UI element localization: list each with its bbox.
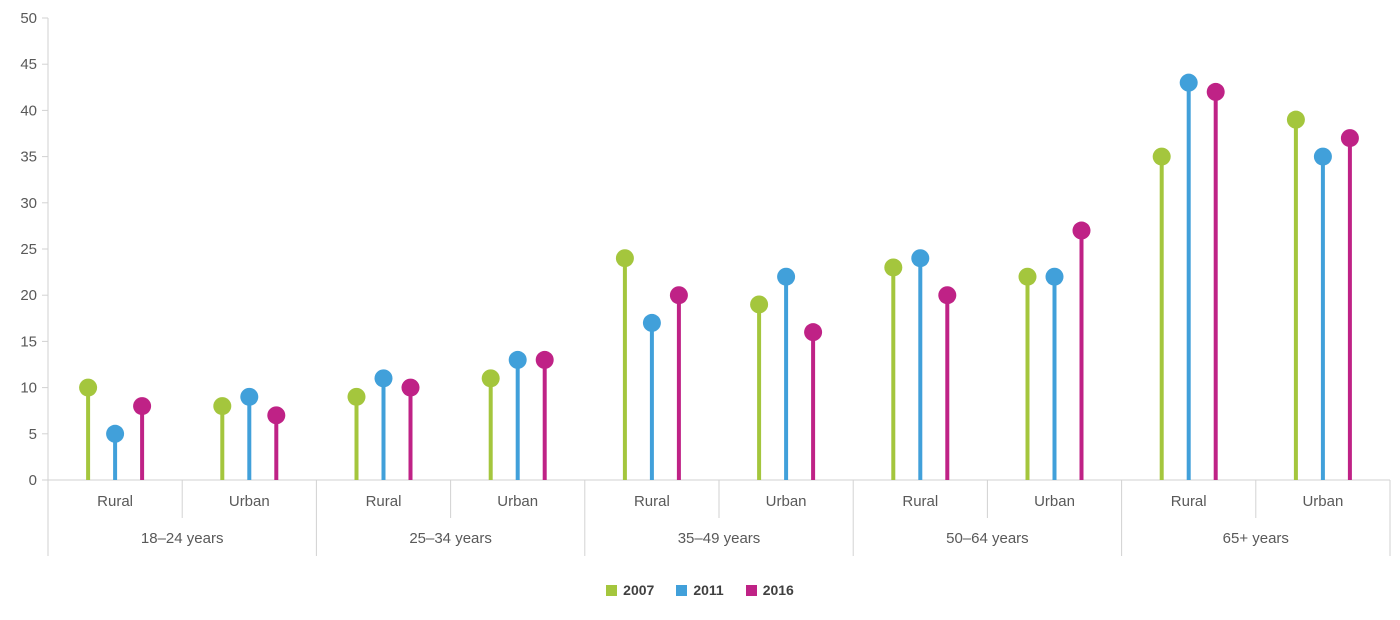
legend-item-2016: 2016 (745, 582, 794, 598)
lollipop-marker-2011 (1045, 267, 1064, 286)
lollipop-marker-2016 (938, 286, 957, 305)
group-label: 35–49 years (678, 530, 761, 547)
lollipop-marker-2016 (804, 323, 823, 342)
y-axis-tick-label: 5 (29, 426, 37, 443)
lollipop-marker-2016 (267, 406, 286, 425)
lollipop-marker-2007 (1286, 110, 1305, 129)
y-axis-tick-label: 10 (20, 380, 37, 397)
lollipop-marker-2007 (213, 397, 232, 416)
lollipop-marker-2011 (911, 249, 930, 268)
lollipop-marker-2016 (669, 286, 688, 305)
lollipop-marker-2007 (1152, 147, 1171, 166)
lollipop-marker-2007 (79, 378, 98, 397)
subgroup-label: Urban (766, 493, 807, 510)
lollipop-marker-2007 (750, 295, 769, 314)
legend-swatch-2016 (745, 584, 757, 596)
y-axis-tick-label: 25 (20, 241, 37, 258)
lollipop-marker-2016 (401, 378, 420, 397)
lollipop-marker-2007 (1018, 267, 1037, 286)
subgroup-label: Urban (497, 493, 538, 510)
lollipop-marker-2016 (1206, 82, 1225, 101)
subgroup-label: Rural (97, 493, 133, 510)
lollipop-marker-2016 (133, 397, 152, 416)
group-label: 65+ years (1223, 530, 1289, 547)
group-label: 25–34 years (409, 530, 492, 547)
lollipop-marker-2007 (347, 387, 366, 406)
lollipop-marker-2011 (642, 313, 661, 332)
lollipop-marker-2016 (535, 350, 554, 369)
legend-item-2011: 2011 (676, 582, 724, 598)
legend-item-2007: 2007 (606, 582, 654, 598)
y-axis-tick-label: 50 (20, 10, 37, 27)
subgroup-label: Rural (366, 493, 402, 510)
y-axis-tick-label: 0 (29, 472, 37, 489)
chart-canvas: 0 5 10 15 20 25 30 35 40 45 50 Rural Urban 18–24 year… (20, 10, 1391, 556)
lollipop-marker-2016 (1340, 129, 1359, 148)
subgroup-label: Urban (1302, 493, 1343, 510)
lollipop-marker-2007 (615, 249, 634, 268)
lollipop-marker-2011 (240, 387, 259, 406)
lollipop-marker-2011 (1313, 147, 1332, 166)
lollipop-marker-2011 (508, 350, 527, 369)
legend-label: 2011 (693, 582, 724, 598)
subgroup-label: Rural (902, 493, 938, 510)
lollipop-marker-2011 (374, 369, 393, 388)
y-axis-tick-label: 20 (20, 287, 37, 304)
subgroup-label: Urban (1034, 493, 1075, 510)
lollipop-marker-2016 (1072, 221, 1091, 240)
legend-label: 2007 (623, 582, 655, 598)
subgroup-label: Rural (634, 493, 670, 510)
subgroup-label: Urban (229, 493, 270, 510)
lollipop-marker-2007 (481, 369, 500, 388)
legend-swatch-2011 (676, 584, 688, 596)
lollipop-marker-2011 (1179, 73, 1198, 92)
lollipop-marker-2011 (106, 424, 125, 443)
legend: 2007 2011 2016 (0, 580, 1400, 600)
group-label: 50–64 years (946, 530, 1029, 547)
legend-swatch-2007 (606, 584, 618, 596)
y-axis-tick-label: 35 (20, 149, 37, 166)
y-axis-tick-label: 45 (20, 56, 37, 73)
lollipop-marker-2011 (777, 267, 796, 286)
subgroup-label: Rural (1171, 493, 1207, 510)
y-axis-tick-label: 30 (20, 195, 37, 212)
group-label: 18–24 years (141, 530, 224, 547)
y-axis-tick-label: 40 (20, 102, 37, 119)
lollipop-marker-2007 (884, 258, 903, 277)
y-axis-tick-label: 15 (20, 333, 37, 350)
legend-label: 2016 (762, 582, 794, 598)
